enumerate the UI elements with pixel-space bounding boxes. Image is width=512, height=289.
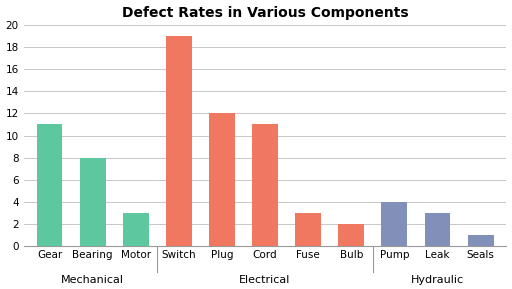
Bar [295, 213, 321, 246]
Bar [338, 224, 364, 246]
Text: Mechanical: Mechanical [61, 275, 124, 285]
Text: Electrical: Electrical [240, 275, 291, 285]
Bar [36, 125, 62, 246]
Bar [467, 235, 494, 246]
Bar [80, 158, 105, 246]
Title: Defect Rates in Various Components: Defect Rates in Various Components [122, 5, 409, 20]
Bar [424, 213, 451, 246]
Bar [381, 202, 408, 246]
Bar [209, 113, 235, 246]
Bar [166, 36, 192, 246]
Bar [123, 213, 148, 246]
Bar [252, 125, 278, 246]
Text: Hydraulic: Hydraulic [411, 275, 464, 285]
